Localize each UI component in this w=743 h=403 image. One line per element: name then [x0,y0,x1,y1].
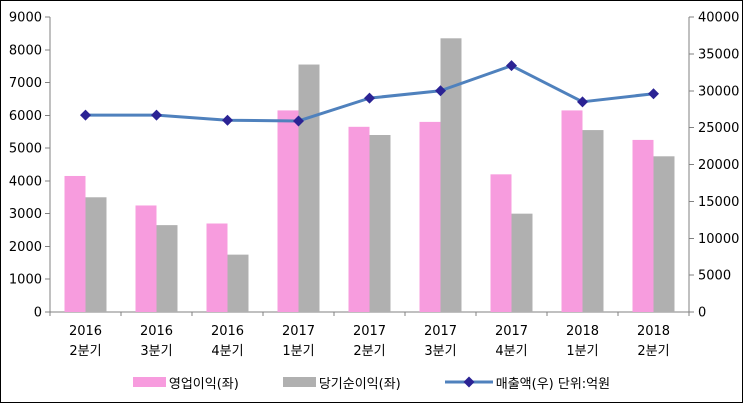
legend-label: 당기순이익(좌) [318,376,401,392]
bar-operating-profit [348,126,370,312]
left-axis-tick-label: 5000 [9,142,42,157]
legend-swatch-line [444,376,493,388]
left-axis-tick-label: 2000 [9,240,42,255]
revenue-marker-diamond [222,114,233,126]
right-axis-tick-label: 0 [698,306,706,321]
legend-swatch-bar [132,377,166,387]
x-category-label-year: 2018 [566,324,599,339]
legend: 영업이익(좌) 당기순이익(좌) 매출액(우) 단위:억원 [1,369,742,395]
bar-net-income [582,130,604,312]
x-category-label-quarter: 2분기 [637,344,669,359]
x-category-label-year: 2018 [637,324,670,339]
revenue-marker-diamond [80,109,91,121]
right-axis-tick-label: 10000 [698,232,739,247]
left-axis-tick-label: 4000 [9,174,42,189]
bar-operating-profit [419,121,441,312]
x-category-label-quarter: 4분기 [495,344,527,359]
x-category-label-quarter: 3분기 [140,344,172,359]
x-category-label-year: 2017 [495,324,528,339]
x-category-label-quarter: 4분기 [211,344,243,359]
bar-operating-profit [490,174,512,312]
right-axis-tick-label: 40000 [698,11,739,26]
left-axis-tick-label: 0 [34,306,42,321]
revenue-marker-diamond [648,88,659,100]
x-category-label-year: 2017 [282,324,315,339]
right-axis-tick-label: 35000 [698,47,739,62]
x-category-label-quarter: 2분기 [69,344,101,359]
legend-item-net-income: 당기순이익(좌) [282,373,401,392]
left-axis-tick-label: 7000 [9,76,42,91]
legend-label: 영업이익(좌) [168,376,239,392]
revenue-marker-diamond [364,92,375,104]
bar-net-income [511,213,533,312]
legend-item-operating-profit: 영업이익(좌) [132,373,239,392]
x-category-label-year: 2016 [69,324,102,339]
x-category-label-year: 2017 [353,324,386,339]
right-axis-tick-label: 25000 [698,121,739,136]
bar-net-income [653,156,675,312]
right-axis-tick-label: 30000 [698,84,739,99]
left-axis-tick-label: 1000 [9,273,42,288]
x-category-label-year: 2016 [211,324,244,339]
right-axis-tick-label: 5000 [698,269,731,284]
x-category-label-year: 2017 [424,324,457,339]
left-axis-tick-label: 9000 [9,11,42,26]
x-category-label-quarter: 3분기 [424,344,456,359]
right-axis-tick-label: 20000 [698,158,739,173]
bar-net-income [369,135,391,312]
bar-operating-profit [632,139,654,312]
revenue-marker-diamond [151,109,162,121]
right-axis-tick-label: 15000 [698,195,739,210]
bar-operating-profit [277,110,299,313]
left-axis-tick-label: 3000 [9,207,42,222]
legend-item-revenue: 매출액(우) 단위:억원 [444,373,611,392]
x-category-label-quarter: 1분기 [566,344,598,359]
left-axis-tick-label: 6000 [9,109,42,124]
bar-operating-profit [206,223,228,312]
x-category-label-quarter: 1분기 [282,344,314,359]
bar-net-income [227,254,249,312]
bar-net-income [298,64,320,313]
bar-operating-profit [64,175,86,312]
revenue-marker-diamond [435,85,446,97]
revenue-marker-diamond [506,60,517,72]
revenue-marker-diamond [293,115,304,127]
left-axis-tick-label: 8000 [9,43,42,58]
x-category-label-quarter: 2분기 [353,344,385,359]
x-category-label-year: 2016 [140,324,173,339]
bar-net-income [156,225,178,312]
bar-net-income [440,38,462,313]
legend-label: 매출액(우) 단위:억원 [495,376,611,392]
bar-net-income [85,197,107,312]
legend-swatch-bar [282,377,316,387]
bar-operating-profit [135,205,157,312]
revenue-marker-diamond [577,96,588,108]
bar-operating-profit [561,110,583,313]
